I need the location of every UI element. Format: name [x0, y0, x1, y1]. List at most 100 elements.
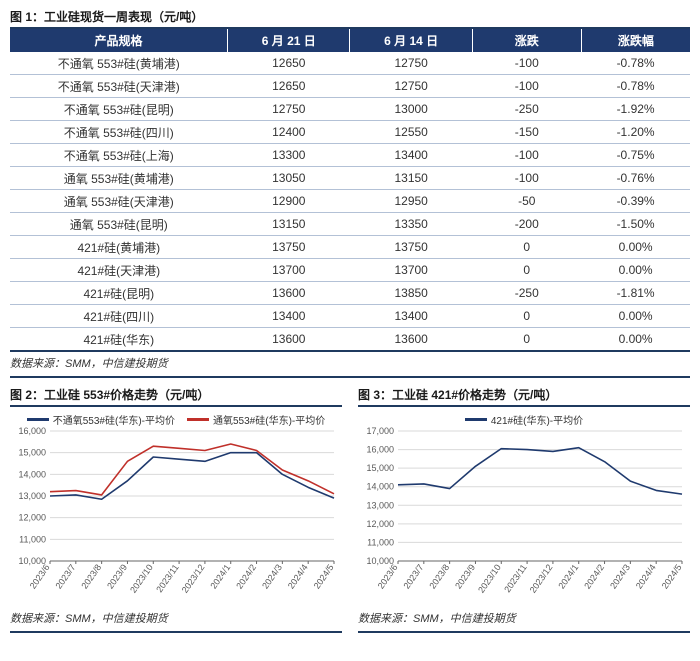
table-cell: -250	[472, 282, 581, 305]
svg-text:2023/7: 2023/7	[401, 562, 425, 590]
table-cell: 12400	[228, 121, 350, 144]
svg-text:2024/1: 2024/1	[556, 562, 580, 590]
table-cell: 不通氧 553#硅(上海)	[10, 144, 228, 167]
svg-text:17,000: 17,000	[366, 427, 394, 436]
svg-text:2023/10: 2023/10	[476, 562, 503, 594]
figure2-title: 图 2：工业硅 553#价格走势（元/吨）	[10, 384, 342, 407]
table-cell: 13150	[350, 167, 472, 190]
chart-421-svg: 10,00011,00012,00013,00014,00015,00016,0…	[358, 427, 688, 607]
figure2-source: 数据来源：SMM，中信建投期货	[10, 607, 342, 633]
table-cell: -1.81%	[581, 282, 690, 305]
svg-text:2023/12: 2023/12	[528, 562, 555, 594]
svg-text:2023/6: 2023/6	[376, 562, 400, 590]
table-cell: 0	[472, 236, 581, 259]
figure1-source: 数据来源：SMM，中信建投期货	[10, 352, 690, 378]
legend-swatch	[465, 418, 487, 421]
table-cell: -1.92%	[581, 98, 690, 121]
svg-text:16,000: 16,000	[366, 445, 394, 455]
table-row: 421#硅(四川)134001340000.00%	[10, 305, 690, 328]
table-cell: 12750	[350, 75, 472, 98]
svg-text:2023/6: 2023/6	[28, 562, 52, 590]
svg-text:11,000: 11,000	[19, 534, 46, 544]
price-table: 产品规格 6 月 21 日 6 月 14 日 涨跌 涨跌幅 不通氧 553#硅(…	[10, 29, 690, 352]
table-row: 不通氧 553#硅(四川)1240012550-150-1.20%	[10, 121, 690, 144]
table-cell: 13600	[228, 282, 350, 305]
table-cell: 421#硅(昆明)	[10, 282, 228, 305]
table-cell: 13700	[228, 259, 350, 282]
table-cell: -100	[472, 75, 581, 98]
svg-text:2023/11: 2023/11	[154, 562, 180, 594]
table-row: 不通氧 553#硅(上海)1330013400-100-0.75%	[10, 144, 690, 167]
svg-text:2024/1: 2024/1	[208, 562, 232, 590]
svg-text:2023/8: 2023/8	[427, 562, 451, 590]
svg-text:2023/12: 2023/12	[180, 562, 207, 594]
table-cell: 421#硅(华东)	[10, 328, 228, 352]
table-cell: 0	[472, 259, 581, 282]
col-change: 涨跌	[472, 29, 581, 52]
svg-text:2024/3: 2024/3	[608, 562, 632, 590]
table-cell: 0	[472, 328, 581, 352]
table-cell: 0	[472, 305, 581, 328]
chart-421: 421#硅(华东)-平均价 10,00011,00012,00013,00014…	[358, 410, 690, 607]
figure3-source: 数据来源：SMM，中信建投期货	[358, 607, 690, 633]
table-cell: 不通氧 553#硅(昆明)	[10, 98, 228, 121]
svg-text:15,000: 15,000	[18, 448, 46, 458]
table-row: 421#硅(华东)136001360000.00%	[10, 328, 690, 352]
table-cell: -100	[472, 52, 581, 75]
table-row: 不通氧 553#硅(黄埔港)1265012750-100-0.78%	[10, 52, 690, 75]
table-cell: -1.50%	[581, 213, 690, 236]
table-cell: 12650	[228, 75, 350, 98]
table-cell: 13600	[228, 328, 350, 352]
svg-text:15,000: 15,000	[366, 463, 394, 473]
table-row: 421#硅(天津港)137001370000.00%	[10, 259, 690, 282]
chart-553-svg: 10,00011,00012,00013,00014,00015,00016,0…	[10, 427, 340, 607]
table-row: 通氧 553#硅(黄埔港)1305013150-100-0.76%	[10, 167, 690, 190]
table-cell: -200	[472, 213, 581, 236]
svg-text:12,000: 12,000	[18, 513, 46, 523]
table-cell: 0.00%	[581, 305, 690, 328]
col-jun14: 6 月 14 日	[350, 29, 472, 52]
col-pct: 涨跌幅	[581, 29, 690, 52]
table-cell: 12550	[350, 121, 472, 144]
table-cell: -0.39%	[581, 190, 690, 213]
svg-text:16,000: 16,000	[18, 427, 46, 436]
table-cell: 不通氧 553#硅(天津港)	[10, 75, 228, 98]
svg-text:13,000: 13,000	[366, 500, 394, 510]
figure1-title: 图 1：工业硅现货一周表现（元/吨）	[10, 6, 690, 29]
svg-text:14,000: 14,000	[366, 482, 394, 492]
table-cell: 13400	[350, 305, 472, 328]
table-cell: 通氧 553#硅(天津港)	[10, 190, 228, 213]
table-cell: 0.00%	[581, 236, 690, 259]
svg-text:2023/9: 2023/9	[105, 562, 129, 590]
table-cell: 13400	[350, 144, 472, 167]
svg-text:2023/8: 2023/8	[79, 562, 103, 590]
col-product: 产品规格	[10, 29, 228, 52]
table-row: 通氧 553#硅(天津港)1290012950-50-0.39%	[10, 190, 690, 213]
legend-label: 不通氧553#硅(华东)-平均价	[53, 412, 175, 427]
table-row: 通氧 553#硅(昆明)1315013350-200-1.50%	[10, 213, 690, 236]
table-cell: 13300	[228, 144, 350, 167]
table-row: 不通氧 553#硅(昆明)1275013000-250-1.92%	[10, 98, 690, 121]
table-cell: 13850	[350, 282, 472, 305]
legend-item: 不通氧553#硅(华东)-平均价	[27, 412, 175, 427]
chart-421-legend: 421#硅(华东)-平均价	[358, 410, 690, 427]
table-cell: -0.76%	[581, 167, 690, 190]
chart-553: 不通氧553#硅(华东)-平均价通氧553#硅(华东)-平均价 10,00011…	[10, 410, 342, 607]
table-cell: 13700	[350, 259, 472, 282]
svg-text:14,000: 14,000	[18, 469, 46, 479]
table-cell: 13050	[228, 167, 350, 190]
legend-label: 通氧553#硅(华东)-平均价	[213, 412, 325, 427]
table-cell: 421#硅(天津港)	[10, 259, 228, 282]
svg-text:2024/4: 2024/4	[286, 562, 310, 590]
table-cell: -250	[472, 98, 581, 121]
svg-text:2024/4: 2024/4	[634, 562, 658, 590]
legend-label: 421#硅(华东)-平均价	[491, 412, 583, 427]
table-cell: -150	[472, 121, 581, 144]
table-cell: 0.00%	[581, 259, 690, 282]
table-cell: 12950	[350, 190, 472, 213]
legend-swatch	[187, 418, 209, 421]
table-row: 421#硅(昆明)1360013850-250-1.81%	[10, 282, 690, 305]
svg-text:2023/11: 2023/11	[502, 562, 528, 594]
table-cell: 13000	[350, 98, 472, 121]
table-cell: 13400	[228, 305, 350, 328]
